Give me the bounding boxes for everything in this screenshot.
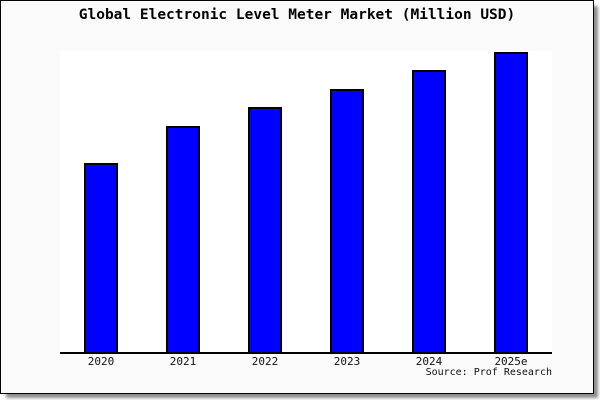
x-tick-label-2024: 2024	[415, 355, 443, 368]
bar-slot	[470, 51, 552, 352]
bar-2020	[84, 163, 118, 352]
bar-slot	[224, 51, 306, 352]
bar-slot	[60, 51, 142, 352]
bar-2024	[412, 70, 446, 352]
bar-2021	[166, 126, 200, 352]
chart-frame: Global Electronic Level Meter Market (Mi…	[0, 0, 594, 394]
source-label: Source: Prof Research	[425, 367, 552, 378]
chart-title: Global Electronic Level Meter Market (Mi…	[78, 7, 516, 23]
x-tick-label-2020: 2020	[87, 355, 115, 368]
bar-2023	[330, 89, 364, 352]
bar-slot	[388, 51, 470, 352]
x-tick-label-2025e: 2025e	[494, 355, 528, 368]
bar-slot	[306, 51, 388, 352]
bar-2025e	[494, 52, 528, 352]
x-tick-label-2021: 2021	[169, 355, 197, 368]
bar-2022	[248, 107, 282, 352]
x-tick-label-2022: 2022	[251, 355, 279, 368]
x-axis-tick-labels: 2020 2021 2022 2023 2024 2025e	[60, 355, 552, 368]
x-axis-line	[60, 352, 552, 354]
bar-slot	[142, 51, 224, 352]
bar-series	[60, 51, 552, 352]
x-tick-label-2023: 2023	[333, 355, 361, 368]
plot-area	[60, 51, 552, 354]
